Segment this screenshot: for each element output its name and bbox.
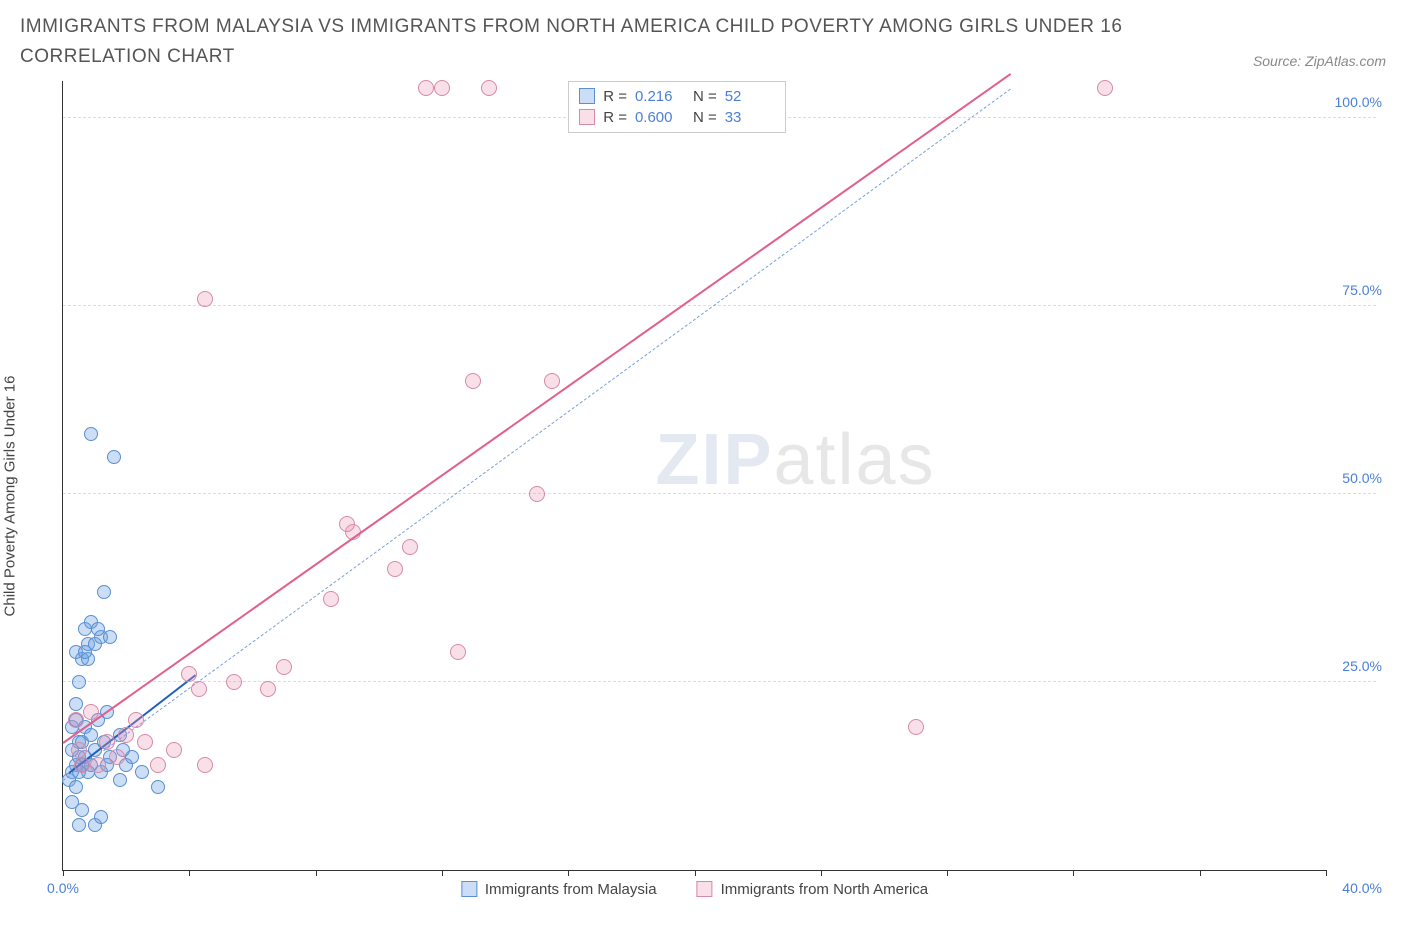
- x-tick: [821, 870, 822, 876]
- data-point: [90, 757, 106, 773]
- data-point: [135, 765, 149, 779]
- data-point: [402, 539, 418, 555]
- y-tick-label: 100.0%: [1335, 94, 1382, 110]
- data-point: [72, 675, 86, 689]
- data-point: [71, 742, 87, 758]
- data-point: [128, 712, 144, 728]
- stat-value-n: 52: [725, 88, 775, 105]
- data-point: [191, 681, 207, 697]
- watermark: ZIPatlas: [655, 419, 935, 501]
- stats-row: R = 0.216 N = 52: [579, 86, 775, 107]
- stats-legend-box: R = 0.216 N = 52 R = 0.600 N = 33: [568, 81, 786, 133]
- data-point: [226, 674, 242, 690]
- stat-value-r: 0.600: [635, 109, 685, 126]
- data-point: [109, 749, 125, 765]
- data-point: [91, 622, 105, 636]
- data-point: [69, 697, 83, 711]
- data-point: [137, 734, 153, 750]
- data-point: [75, 803, 89, 817]
- stat-value-r: 0.216: [635, 88, 685, 105]
- x-tick: [695, 870, 696, 876]
- gridline: [63, 305, 1376, 306]
- data-point: [529, 486, 545, 502]
- data-point: [387, 561, 403, 577]
- series-swatch: [579, 88, 595, 104]
- stats-row: R = 0.600 N = 33: [579, 107, 775, 128]
- x-tick: [1073, 870, 1074, 876]
- y-axis-label: Child Poverty Among Girls Under 16: [2, 375, 19, 616]
- data-point: [78, 645, 92, 659]
- stat-value-n: 33: [725, 109, 775, 126]
- x-tick: [63, 870, 64, 876]
- data-point: [323, 591, 339, 607]
- legend-label: Immigrants from Malaysia: [485, 881, 657, 898]
- y-tick-label: 50.0%: [1342, 470, 1382, 486]
- data-point: [94, 810, 108, 824]
- x-tick: [1200, 870, 1201, 876]
- data-point: [107, 450, 121, 464]
- trend-line: [62, 73, 1010, 743]
- data-point: [197, 291, 213, 307]
- legend-item: Immigrants from North America: [697, 881, 929, 898]
- data-point: [72, 818, 86, 832]
- data-point: [260, 681, 276, 697]
- gridline: [63, 493, 1376, 494]
- gridline: [63, 681, 1376, 682]
- stat-label-n: N =: [693, 109, 717, 126]
- y-tick-label: 25.0%: [1342, 658, 1382, 674]
- x-tick: [442, 870, 443, 876]
- data-point: [276, 659, 292, 675]
- data-point: [465, 373, 481, 389]
- stat-label-n: N =: [693, 88, 717, 105]
- data-point: [103, 630, 117, 644]
- data-point: [113, 773, 127, 787]
- data-point: [69, 780, 83, 794]
- data-point: [84, 427, 98, 441]
- data-point: [118, 727, 134, 743]
- reference-line: [63, 88, 1011, 780]
- data-point: [74, 757, 90, 773]
- x-tick-label: 0.0%: [47, 880, 79, 896]
- chart-title: IMMIGRANTS FROM MALAYSIA VS IMMIGRANTS F…: [20, 12, 1140, 73]
- source-attribution: Source: ZipAtlas.com: [1253, 53, 1386, 69]
- data-point: [339, 516, 355, 532]
- data-point: [151, 780, 165, 794]
- data-point: [97, 585, 111, 599]
- legend-label: Immigrants from North America: [721, 881, 929, 898]
- data-point: [450, 644, 466, 660]
- data-point: [166, 742, 182, 758]
- x-tick: [947, 870, 948, 876]
- series-swatch: [579, 109, 595, 125]
- legend-item: Immigrants from Malaysia: [461, 881, 657, 898]
- data-point: [434, 80, 450, 96]
- data-point: [181, 666, 197, 682]
- stat-label-r: R =: [603, 109, 627, 126]
- data-point: [908, 719, 924, 735]
- series-swatch: [697, 881, 713, 897]
- data-point: [481, 80, 497, 96]
- plot-area: ZIPatlas R =0.216N =52R =0.600N =33 Immi…: [62, 81, 1326, 871]
- data-point: [418, 80, 434, 96]
- data-point: [197, 757, 213, 773]
- x-tick-label: 40.0%: [1342, 880, 1382, 896]
- stat-label-r: R =: [603, 88, 627, 105]
- chart-container: Child Poverty Among Girls Under 16 ZIPat…: [20, 81, 1386, 911]
- data-point: [1097, 80, 1113, 96]
- x-tick: [568, 870, 569, 876]
- legend-bottom: Immigrants from Malaysia Immigrants from …: [461, 881, 928, 898]
- series-swatch: [461, 881, 477, 897]
- data-point: [68, 712, 84, 728]
- x-tick: [316, 870, 317, 876]
- data-point: [544, 373, 560, 389]
- data-point: [150, 757, 166, 773]
- y-tick-label: 75.0%: [1342, 282, 1382, 298]
- x-tick: [1326, 870, 1327, 876]
- data-point: [99, 734, 115, 750]
- x-tick: [189, 870, 190, 876]
